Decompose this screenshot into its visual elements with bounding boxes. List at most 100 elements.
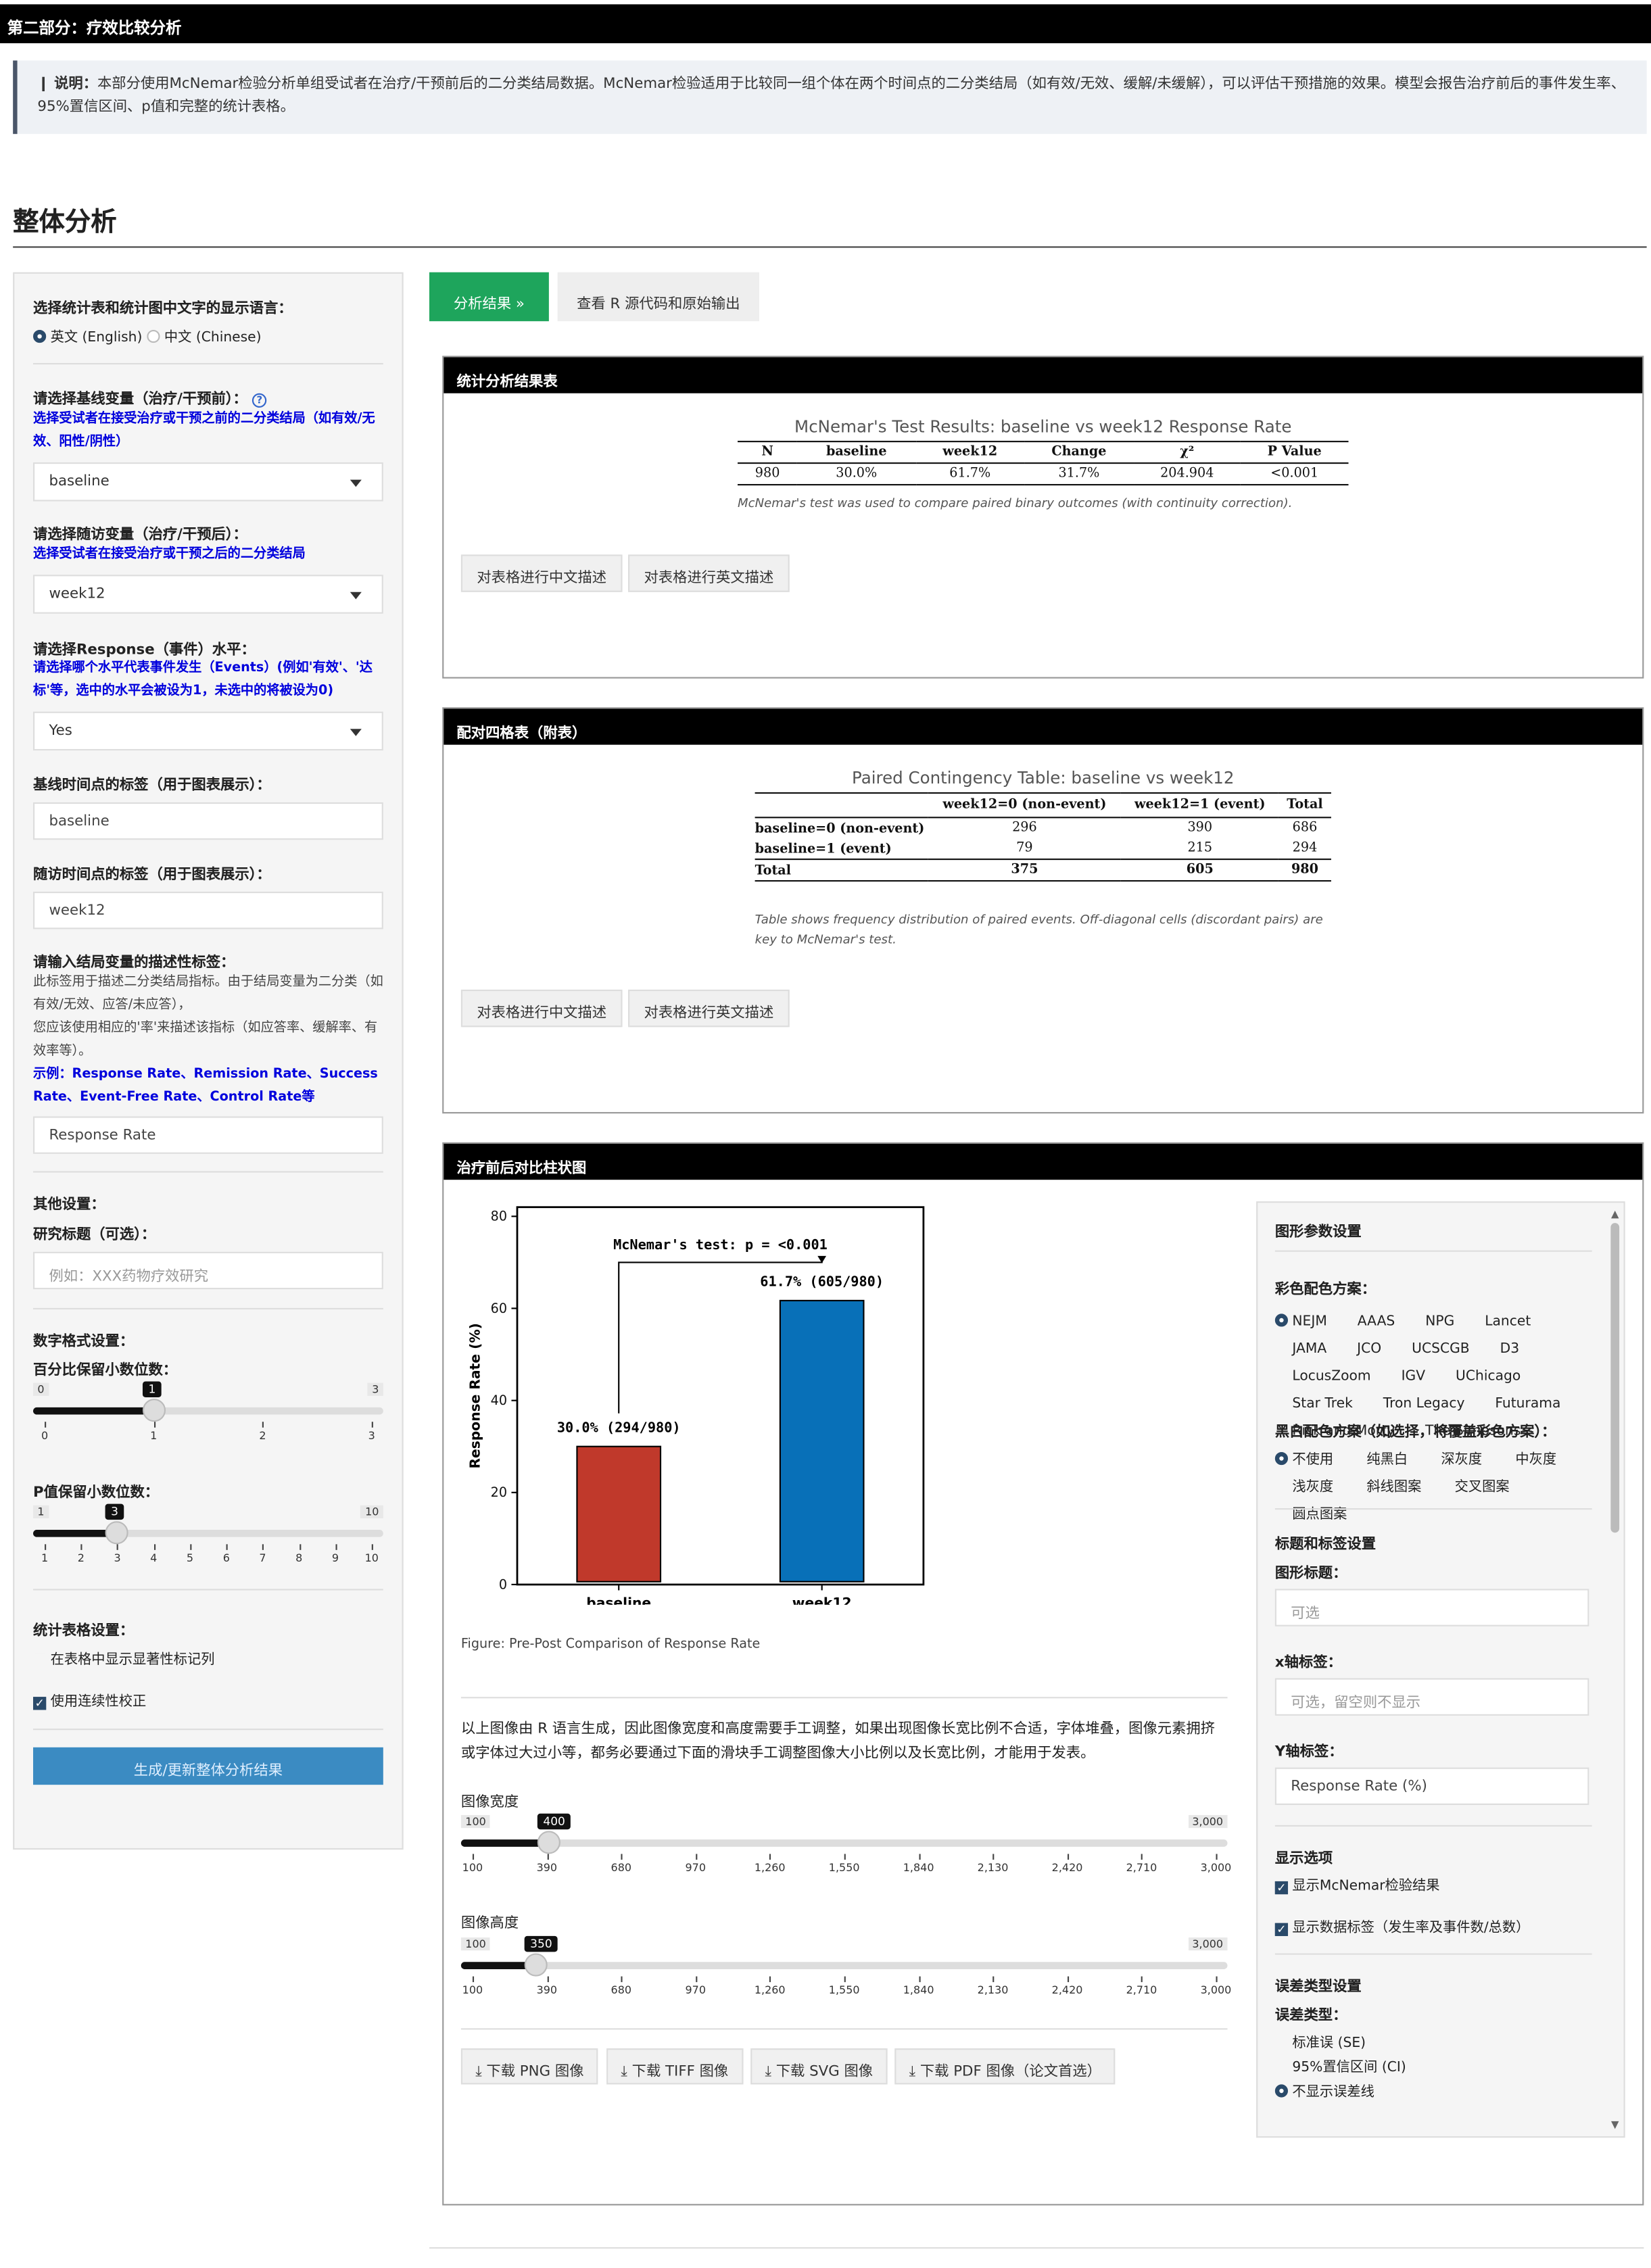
slider-track <box>460 1839 1228 1847</box>
show-test-checkbox[interactable]: ✓ 显示McNemar检验结果 <box>1274 1874 1440 1895</box>
response-select[interactable]: Yes <box>33 711 383 751</box>
download-svg-button[interactable]: ⤓ 下载 SVG 图像 <box>750 2048 888 2085</box>
slider-value: 400 <box>537 1813 571 1830</box>
palette-radio-jco[interactable]: JCO <box>1339 1341 1381 1357</box>
download-pdf-button[interactable]: ⤓ 下载 PDF 图像（论文首选） <box>894 2048 1116 2085</box>
lang-radio-english[interactable]: 英文 (English) <box>33 326 142 345</box>
x-label-label: x轴标签： <box>1274 1655 1342 1671</box>
slider-tick-mark <box>621 1854 623 1860</box>
describe-cn-button[interactable]: 对表格进行中文描述 <box>460 554 623 592</box>
slider-track <box>33 1530 383 1537</box>
slider-tick-label: 0 <box>41 1428 49 1443</box>
palette-radio-igv[interactable]: IGV <box>1383 1368 1425 1384</box>
scrollbar[interactable]: ▲ ▼ <box>1609 1209 1621 2131</box>
download-png-button[interactable]: ⤓ 下载 PNG 图像 <box>460 2048 598 2085</box>
slider-tick-label: 1 <box>150 1428 158 1443</box>
slider-tick-mark <box>299 1544 301 1550</box>
divider <box>33 362 383 365</box>
study-label: 研究标题（可选）： <box>33 1227 156 1243</box>
palette-radio-tron-legacy[interactable]: Tron Legacy <box>1366 1395 1464 1412</box>
width-label: 图像宽度 <box>460 1795 519 1811</box>
palette-radio-d3[interactable]: D3 <box>1483 1341 1519 1357</box>
slider-fill <box>33 1530 117 1537</box>
pct-slider[interactable]: 0 3 1 0 1 2 3 <box>33 1381 383 1455</box>
palette-radio-aaas[interactable]: AAAS <box>1340 1313 1395 1330</box>
palette-radio-locuszoom[interactable]: LocusZoom <box>1274 1368 1371 1384</box>
palette-radio-nejm[interactable]: NEJM <box>1274 1313 1327 1330</box>
palette-radio-futurama[interactable]: Futurama <box>1477 1395 1560 1412</box>
table-cell: 31.7% <box>1058 466 1100 481</box>
divider <box>33 1171 383 1173</box>
error-radio-ci[interactable]: 95%置信区间 (CI) <box>1274 2056 1406 2076</box>
slider-tick-label: 970 <box>685 1983 707 1997</box>
plot-title-input[interactable]: 可选 <box>1274 1589 1589 1626</box>
contingency-table: week12=0 (non-event) week12=1 (event) Tota… <box>755 792 1331 882</box>
lang-label: 选择统计表和统计图中文字的显示语言： <box>33 301 293 317</box>
slider-tick-label: 680 <box>611 1983 632 1997</box>
bw-radio-option[interactable]: 浅灰度 <box>1274 1479 1333 1495</box>
slider-tick-label: 10 <box>364 1551 379 1565</box>
desc-input[interactable]: Response Rate <box>33 1116 383 1154</box>
sidebar: 选择统计表和统计图中文字的显示语言： 英文 (English) 中文 (Chin… <box>13 272 404 1850</box>
baseline-tag-input[interactable]: baseline <box>33 802 383 840</box>
slider-handle[interactable] <box>105 1521 128 1545</box>
height-slider[interactable]: 100 3,000 350 100 390 680 970 1,260 1,550 1,840 2,… <box>460 1935 1231 2010</box>
help-icon[interactable]: ? <box>252 393 267 408</box>
table-header-cell: week12 <box>942 445 998 460</box>
error-radio-se[interactable]: 标准误 (SE) <box>1274 2031 1366 2051</box>
sig-checkbox[interactable]: 在表格中显示显著性标记列 <box>33 1648 215 1668</box>
palette-radio-npg[interactable]: NPG <box>1408 1313 1454 1330</box>
slider-tick-mark <box>335 1544 337 1550</box>
followup-select[interactable]: week12 <box>33 575 383 614</box>
lang-radio-chinese[interactable]: 中文 (Chinese) <box>147 326 262 345</box>
slider-handle[interactable] <box>142 1399 166 1422</box>
palette-radio-rick-and-morty[interactable]: Rick and Morty <box>1274 1423 1395 1439</box>
error-label: 误差类型： <box>1274 2008 1347 2024</box>
palette-radio-star-trek[interactable]: Star Trek <box>1274 1395 1353 1412</box>
run-analysis-button[interactable]: 生成/更新整体分析结果 <box>33 1747 383 1785</box>
slider-tick-mark <box>80 1544 82 1550</box>
study-input[interactable]: 例如：XXX药物疗效研究 <box>33 1251 383 1290</box>
palette-radio-lancet[interactable]: Lancet <box>1467 1313 1531 1330</box>
bw-radio-option[interactable]: 斜线图案 <box>1349 1479 1421 1495</box>
slider-tick-mark <box>262 1422 264 1428</box>
bw-radio-option[interactable]: 深灰度 <box>1423 1451 1482 1468</box>
width-slider[interactable]: 100 3,000 400 100 390 680 970 1,260 1,550 1,840 2,… <box>460 1813 1231 1887</box>
table-header-cell: Total <box>1287 798 1323 813</box>
bw-radio-option[interactable]: 纯黑白 <box>1349 1451 1408 1468</box>
divider <box>13 246 1647 248</box>
bw-radio-option[interactable]: 不使用 <box>1274 1451 1333 1468</box>
slider-tick-label: 1,260 <box>754 1983 786 1997</box>
continuity-checkbox[interactable]: ✓ 使用连续性校正 <box>33 1690 146 1710</box>
describe-en-button[interactable]: 对表格进行英文描述 <box>628 554 790 592</box>
slider-handle[interactable] <box>537 1831 560 1854</box>
slider-handle[interactable] <box>524 1953 548 1977</box>
tab-results[interactable]: 分析结果 » <box>429 272 549 322</box>
error-radio-none[interactable]: 不显示误差线 <box>1274 2080 1374 2100</box>
baseline-select[interactable]: baseline <box>33 462 383 502</box>
bw-radio-option[interactable]: 圆点图案 <box>1274 1506 1347 1522</box>
arrowhead <box>817 1255 827 1263</box>
palette-radio-ucscgb[interactable]: UCSCGB <box>1394 1341 1470 1357</box>
download-tiff-button[interactable]: ⤓ 下载 TIFF 图像 <box>606 2048 743 2085</box>
palette-radio-uchicago[interactable]: UChicago <box>1438 1368 1521 1384</box>
followup-tag-input[interactable]: week12 <box>33 892 383 930</box>
panel-title: 统计分析结果表 <box>444 357 1643 393</box>
slider-tick-mark <box>1216 1854 1218 1860</box>
describe-en-button[interactable]: 对表格进行英文描述 <box>628 989 790 1028</box>
x-label-input[interactable]: 可选，留空则不显示 <box>1274 1678 1589 1716</box>
p-decimal-slider[interactable]: 1 10 3 1 2 3 4 5 6 7 8 9 10 <box>33 1503 383 1578</box>
palette-radio-the-simpsons[interactable]: The Simpsons <box>1408 1423 1521 1439</box>
y-label-input[interactable]: Response Rate (%) <box>1274 1767 1589 1806</box>
describe-cn-button[interactable]: 对表格进行中文描述 <box>460 989 623 1028</box>
slider-tick-label: 1,550 <box>828 1861 860 1875</box>
show-labels-checkbox[interactable]: ✓ 显示数据标签（发生率及事件数/总数） <box>1274 1916 1529 1936</box>
bw-radio-option[interactable]: 中灰度 <box>1498 1451 1556 1468</box>
tab-code[interactable]: 查看 R 源代码和原始输出 <box>557 272 759 322</box>
other-label: 其他设置： <box>33 1197 105 1213</box>
table-cell: 686 <box>1292 821 1318 836</box>
palette-radio-jama[interactable]: JAMA <box>1274 1341 1326 1357</box>
bw-radio-group: 不使用 纯黑白 深灰度 中灰度 浅灰度 斜线图案 交叉图案 圆点图案 <box>1274 1445 1599 1526</box>
bw-radio-option[interactable]: 交叉图案 <box>1437 1479 1510 1495</box>
